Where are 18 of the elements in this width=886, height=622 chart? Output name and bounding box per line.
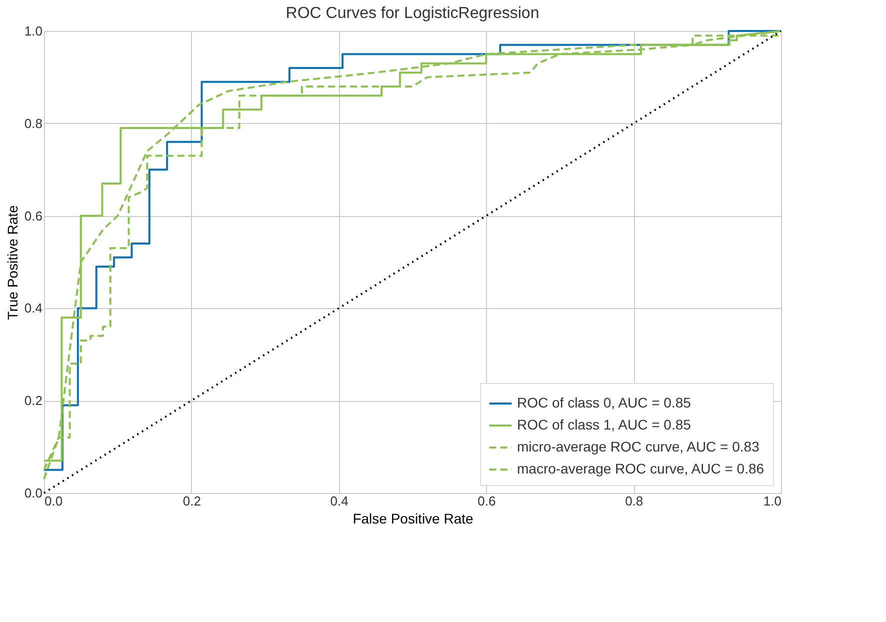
x-tick-label: 0.4: [330, 494, 348, 508]
y-axis-title: True Positive Rate: [4, 204, 20, 320]
chart-title: ROC Curves for LogisticRegression: [286, 5, 540, 22]
y-tick-label: 0.8: [24, 116, 42, 131]
x-tick-label: 0.0: [44, 494, 63, 508]
legend-label: macro-average ROC curve, AUC = 0.86: [517, 460, 764, 476]
legend-label: ROC of class 0, AUC = 0.85: [517, 394, 692, 410]
x-tick-label: 0.2: [182, 494, 201, 508]
x-tick-label: 1.0: [763, 494, 782, 508]
y-tick-label: 0.4: [24, 300, 42, 316]
x-tick-label: 0.6: [478, 494, 496, 508]
y-tick-label: 0.6: [24, 208, 42, 224]
y-tick-label: 1.0: [24, 24, 42, 38]
x-axis-title: False Positive Rate: [352, 510, 474, 526]
legend-label: micro-average ROC curve, AUC = 0.83: [517, 438, 760, 454]
x-tick-label: 0.8: [625, 494, 644, 508]
legend-label: ROC of class 1, AUC = 0.85: [517, 416, 692, 432]
y-tick-label: 0.2: [24, 393, 42, 408]
